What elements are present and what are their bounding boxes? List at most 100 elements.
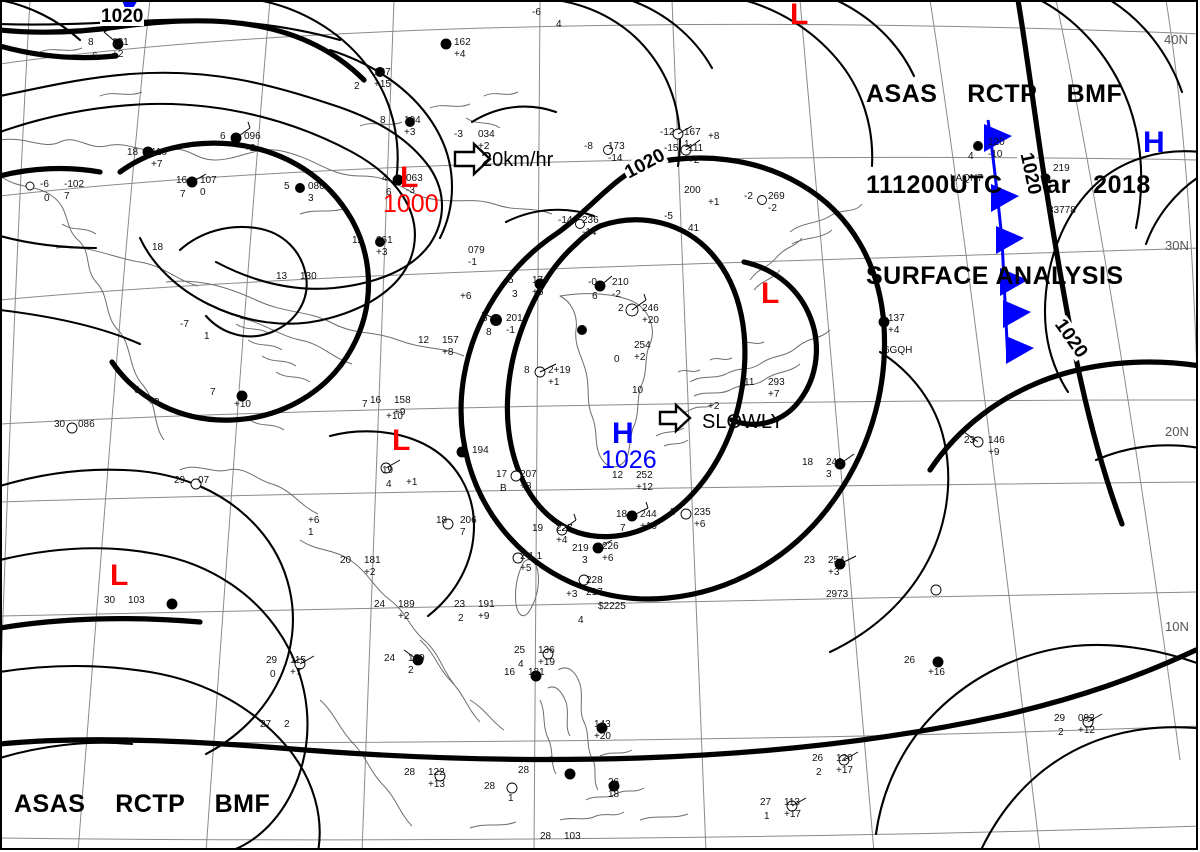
station-pressure: 254 bbox=[634, 340, 651, 351]
station-tendency: 217 bbox=[586, 587, 603, 598]
station-tendency: +3 bbox=[376, 247, 388, 258]
station-temperature: 6 bbox=[482, 313, 488, 324]
station-tendency: -1 bbox=[506, 325, 515, 336]
station-dewpoint: 7 bbox=[620, 523, 626, 534]
station-pressure: 169 bbox=[408, 653, 425, 664]
station-temperature: -14 bbox=[558, 215, 573, 226]
station-temperature: 29 bbox=[174, 475, 186, 486]
station-tendency: +20 bbox=[642, 315, 659, 326]
station-dewpoint: 4 bbox=[968, 151, 974, 162]
station-temperature: 28 bbox=[540, 831, 552, 842]
station-temperature: -5 bbox=[664, 211, 673, 222]
station-pressure: 26 bbox=[608, 777, 620, 788]
station-pressure: 120 bbox=[988, 137, 1005, 148]
latitude-label: 30N bbox=[1165, 238, 1189, 253]
station-dewpoint: 2 bbox=[1058, 727, 1064, 738]
station-tendency: +8 bbox=[442, 347, 454, 358]
station-tendency: +2 bbox=[634, 352, 646, 363]
motion-arrow-high bbox=[658, 402, 692, 434]
station-dewpoint: 2 bbox=[816, 767, 822, 778]
station-dewpoint: 4 bbox=[518, 659, 524, 670]
low-pressure-symbol: L bbox=[110, 559, 129, 592]
station-dewpoint: 0 bbox=[270, 669, 276, 680]
station-tendency: 2 bbox=[408, 665, 414, 676]
station-pressure: 127 bbox=[374, 67, 391, 78]
station-tendency: +20 bbox=[594, 731, 611, 742]
station-pressure: 086 bbox=[308, 181, 325, 192]
station-tendency: -10 bbox=[988, 149, 1003, 160]
isobar-label: 1020 bbox=[100, 6, 145, 27]
station-temperature: 6 bbox=[220, 131, 226, 142]
station-tendency: +2 bbox=[364, 567, 376, 578]
station-tendency: +10 bbox=[386, 411, 403, 422]
station-tendency: +13 bbox=[428, 779, 445, 790]
station-tendency: +4 bbox=[888, 325, 900, 336]
station-tendency: +2 bbox=[478, 141, 490, 152]
title-block-top-right: ASAS RCTP BMF 111200UTC Mar 2018 SURFACE… bbox=[866, 20, 1151, 351]
station-pressure: 191 bbox=[478, 599, 495, 610]
station-pressure: 093 bbox=[1078, 713, 1095, 724]
station-temperature: 28 bbox=[518, 765, 530, 776]
station-temperature: 8 bbox=[380, 115, 386, 126]
title-block-bottom-left: ASAS RCTP BMF 111200UTC Mar 2018 SURFACE… bbox=[14, 730, 299, 852]
station-temperature: 29 bbox=[1054, 713, 1066, 724]
station-temperature: 12 bbox=[418, 335, 430, 346]
station-pressure: 096 bbox=[244, 131, 261, 142]
station-tendency: 1 bbox=[308, 527, 314, 538]
station-temperature: 8 bbox=[670, 507, 676, 518]
station-pressure: 079 bbox=[468, 245, 485, 256]
station-pressure: 83778 bbox=[1048, 205, 1076, 216]
station-tendency: +2 bbox=[708, 401, 720, 412]
station-temperature: 23 bbox=[964, 435, 976, 446]
station-tendency: -14 bbox=[582, 227, 597, 238]
station-temperature: 11 bbox=[744, 377, 755, 388]
station-tendency: -3 bbox=[406, 185, 415, 196]
station-temperature: 26 bbox=[812, 753, 824, 764]
station-temperature: 18 bbox=[436, 515, 448, 526]
station-tendency: 41 bbox=[688, 223, 700, 234]
station-tendency: +16 bbox=[928, 667, 945, 678]
station-pressure: 181 bbox=[112, 37, 129, 48]
latitude-label: 20N bbox=[1165, 424, 1189, 439]
station-temperature: 12 bbox=[352, 235, 364, 246]
station-tendency: +1 bbox=[708, 197, 720, 208]
high-pressure-symbol: H bbox=[612, 417, 634, 450]
station-pressure: 210 bbox=[612, 277, 629, 288]
station-pressure: 110 bbox=[151, 147, 167, 158]
station-temperature: 8 bbox=[88, 37, 94, 48]
station-dewpoint: 0 bbox=[614, 354, 620, 365]
station-tendency: 3 bbox=[308, 193, 314, 204]
station-pressure: 143 bbox=[594, 719, 611, 730]
station-pressure: 269 bbox=[768, 191, 785, 202]
station-tendency: 1 bbox=[508, 793, 514, 804]
station-temperature: 26 bbox=[904, 655, 916, 666]
station-tendency: +7 bbox=[290, 667, 302, 678]
station-tendency: +7 bbox=[151, 159, 163, 170]
station-tendency: 1 bbox=[204, 331, 210, 342]
station-pressure: 227 bbox=[556, 523, 573, 534]
station-pressure: 174 bbox=[532, 275, 549, 286]
station-temperature: -3 bbox=[454, 129, 463, 140]
station-pressure: 157 bbox=[442, 335, 459, 346]
station-pressure: 252 bbox=[636, 470, 653, 481]
station-dewpoint: 2 bbox=[354, 81, 360, 92]
title-line-3: SURFACE ANALYSIS bbox=[866, 262, 1124, 290]
latitude-label: 10N bbox=[1165, 619, 1189, 634]
station-temperature: 18 bbox=[127, 147, 139, 158]
station-temperature: 16 bbox=[504, 667, 516, 678]
station-tendency: +12 bbox=[636, 482, 653, 493]
station-temperature: 23 bbox=[454, 599, 466, 610]
station-dewpoint: 3 bbox=[512, 289, 518, 300]
station-temperature: 2 bbox=[618, 303, 624, 314]
station-dewpoint: +3 bbox=[566, 589, 578, 600]
station-tendency: +4 bbox=[556, 535, 568, 546]
station-dewpoint: 0 bbox=[44, 193, 50, 204]
station-temperature: 8 bbox=[524, 365, 530, 376]
station-pressure: 181 bbox=[364, 555, 381, 566]
station-temperature: -0 bbox=[588, 277, 597, 288]
station-pressure: 107 bbox=[200, 175, 217, 186]
latitude-label: 40N bbox=[1164, 32, 1188, 47]
station-temperature: 24 bbox=[374, 599, 386, 610]
